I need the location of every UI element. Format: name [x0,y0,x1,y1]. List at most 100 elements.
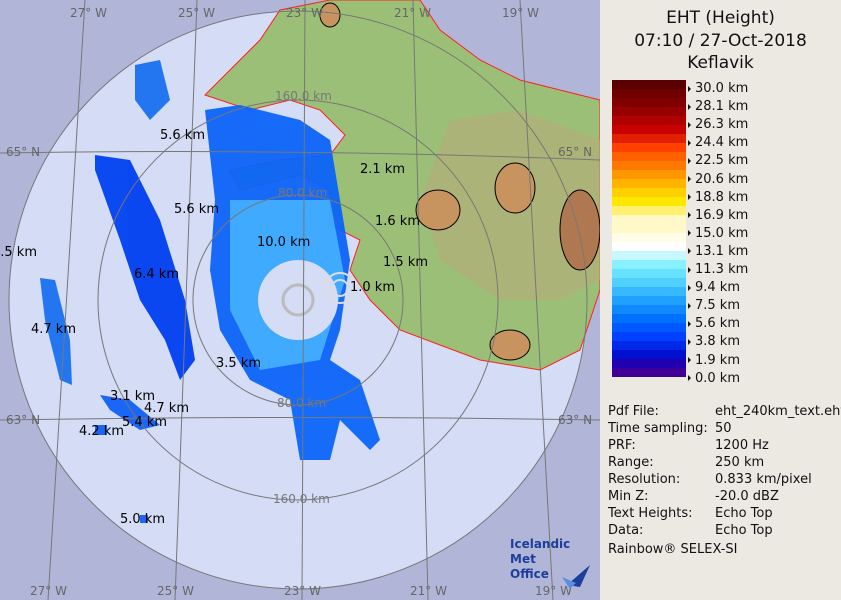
legend-label: 26.3 km [688,117,748,132]
info-row: Min Z: -20.0 dBZ [608,489,779,504]
info-label: Time sampling: [608,421,708,436]
echo-top-label: 4.7 km [31,322,76,337]
glacier [494,162,536,214]
info-value: Echo Top [715,506,773,521]
legend-label: 20.6 km [688,172,748,187]
meridian-label: 19° W [535,584,572,598]
info-row: PRF: 1200 Hz [608,438,769,453]
datetime: 07:10 / 27-Oct-2018 [634,31,807,51]
color-swatch [612,161,686,170]
echo-top-label: 6.4 km [134,267,179,282]
legend-label: 9.4 km [688,280,740,295]
legend-label: 30.0 km [688,81,748,96]
legend-label: 3.8 km [688,334,740,349]
color-swatch [612,224,686,233]
color-swatch [612,188,686,197]
legend-label: 24.4 km [688,135,748,150]
color-swatch [612,233,686,242]
color-swatch [612,359,686,368]
map-graphics [0,0,600,600]
color-swatch [612,197,686,206]
color-swatch [612,152,686,161]
info-panel: EHT (Height) 07:10 / 27-Oct-2018 Keflavi… [600,0,841,600]
logo-icon [562,565,590,589]
info-row: Pdf File: eht_240km_text.eht [608,404,841,419]
info-label: Pdf File: [608,404,659,419]
color-swatch [612,215,686,224]
color-swatch [612,170,686,179]
graticule [0,0,600,600]
info-label: Resolution: [608,472,681,487]
color-swatch [612,305,686,314]
meridian-label: 21° W [410,584,447,598]
color-swatch [612,323,686,332]
color-swatch [612,179,686,188]
logo-text: Icelandic Met [510,537,571,566]
meridian-label: 27° W [70,6,107,20]
color-swatch [612,260,686,269]
color-swatch [612,242,686,251]
color-swatch [612,125,686,134]
product-title: EHT (Height) [666,8,775,28]
range-rings [8,10,588,590]
legend-label: 16.9 km [688,208,748,223]
color-swatch [612,287,686,296]
meridian-label: 21° W [394,6,431,20]
info-label: Min Z: [608,489,649,504]
ring-label: 160.0 km [273,492,330,506]
legend-label: 28.1 km [688,99,748,114]
legend-label: 13.1 km [688,244,748,259]
color-swatch [612,107,686,116]
legend-label: 0.0 km [688,371,740,386]
info-label: PRF: [608,438,636,453]
parallel-label: 65° N [558,145,593,159]
echo-top-label: 1.0 km [350,280,395,295]
legend-label: 1.9 km [688,353,740,368]
glacier [559,189,600,271]
echo-top-label: 5.4 km [122,415,167,430]
echo-top-label: 1.6 km [375,214,420,229]
echo-top-label: 3.1 km [110,389,155,404]
meridian-label: 27° W [30,584,67,598]
info-label: Data: [608,523,644,538]
parallel-label: 65° N [6,145,41,159]
parallel-label: 63° N [6,413,41,427]
color-swatch [612,98,686,107]
imo-logo: Icelandic Met Office [510,537,600,589]
color-swatch [612,350,686,359]
legend-label: 5.6 km [688,316,740,331]
info-row: Data: Echo Top [608,523,773,538]
ring-label: 80.0 km [278,186,328,200]
info-value: -20.0 dBZ [715,489,779,504]
color-swatch [612,89,686,98]
credit: Rainbow® SELEX-SI [608,542,738,557]
parallel-label: 63° N [558,413,593,427]
echo-top-label: 2.1 km [360,162,405,177]
glacier [489,329,531,361]
color-swatch [612,251,686,260]
echo-top-label: 4.2 km [79,424,124,439]
color-swatch [612,368,686,377]
echo-top-label: 3.5 km [216,356,261,371]
info-label: Text Heights: [608,506,693,521]
info-row: Time sampling: 50 [608,421,732,436]
station-name: Keflavik [687,53,754,73]
color-swatch [612,134,686,143]
echo-top-label: 10.0 km [257,235,311,250]
color-scale [612,80,686,377]
meridian-label: 25° W [178,6,215,20]
meridian-label: 23° W [284,584,321,598]
meridian-label: 19° W [502,6,539,20]
color-swatch [612,143,686,152]
echo-top-label: 1.5 km [383,255,428,270]
color-swatch [612,341,686,350]
info-value: 0.833 km/pixel [715,472,812,487]
ring-label: 80.0 km [277,396,327,410]
info-row: Range: 250 km [608,455,764,470]
echo-top-label: 5.0 km [120,512,165,527]
meridian-label: 23° W [286,6,323,20]
echo-top-label: 5.5 km [0,245,37,260]
radar-map[interactable]: 27° W 25° W 23° W 21° W 19° W 27° W 25° … [0,0,600,600]
info-value: 1200 Hz [715,438,769,453]
radar-echoes [40,60,380,523]
